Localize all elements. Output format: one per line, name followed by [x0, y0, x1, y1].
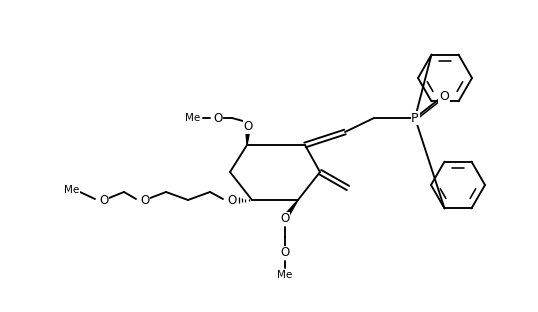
Text: Me: Me [186, 113, 201, 123]
Text: O: O [280, 246, 289, 260]
Polygon shape [283, 200, 298, 219]
Text: O: O [439, 90, 449, 104]
Text: O: O [214, 111, 223, 124]
Text: P: P [411, 111, 419, 124]
Text: O: O [243, 120, 253, 134]
Text: Me: Me [65, 185, 80, 195]
Text: O: O [140, 193, 150, 207]
Text: O: O [228, 193, 237, 207]
Text: O: O [280, 212, 289, 226]
Text: O: O [100, 193, 109, 207]
Polygon shape [245, 127, 251, 145]
Text: Me: Me [278, 270, 293, 280]
